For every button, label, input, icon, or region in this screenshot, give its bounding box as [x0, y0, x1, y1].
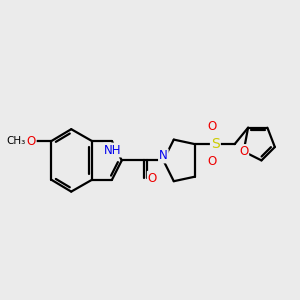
Text: NH: NH — [104, 143, 122, 157]
Text: O: O — [148, 172, 157, 185]
Text: O: O — [239, 145, 248, 158]
Text: O: O — [26, 135, 36, 148]
Text: CH₃: CH₃ — [6, 136, 25, 146]
Text: O: O — [207, 120, 216, 133]
Text: N: N — [159, 149, 168, 162]
Text: S: S — [211, 137, 220, 151]
Text: O: O — [207, 155, 216, 168]
